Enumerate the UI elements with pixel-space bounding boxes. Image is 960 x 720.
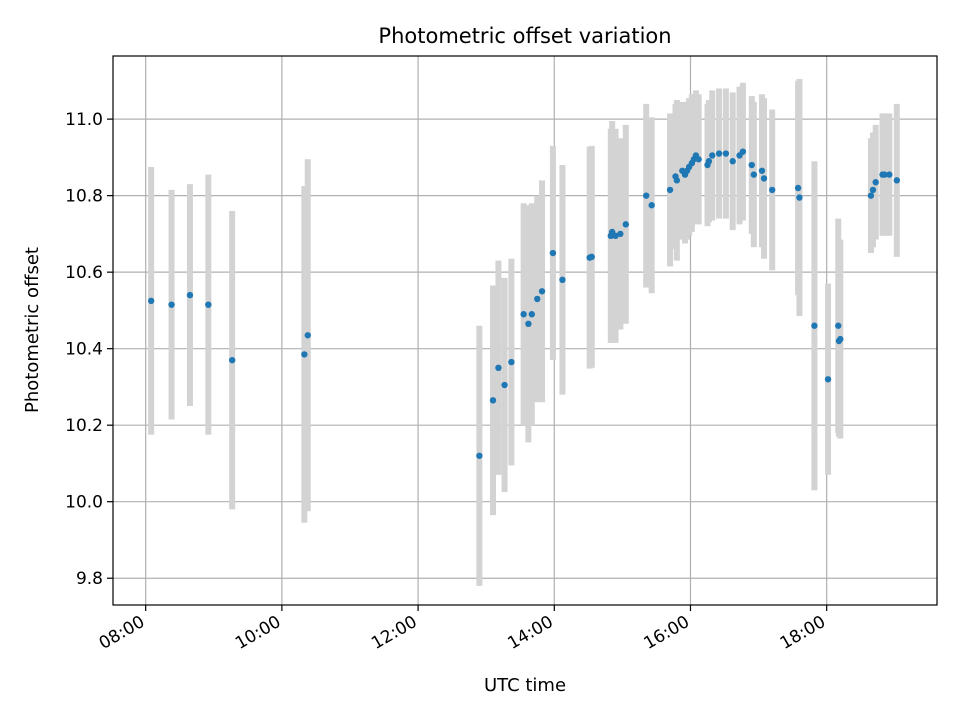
data-point <box>705 158 713 165</box>
data-point <box>228 356 236 364</box>
data-point <box>837 335 844 343</box>
data-point <box>538 288 546 295</box>
x-axis: 08:00 10:00 12:00 14:00 16:00 18:00 <box>96 605 829 654</box>
y-axis: 9.8 10.0 10.2 10.4 10.6 10.8 11.0 <box>65 110 113 589</box>
x-tick-label: 12:00 <box>368 612 420 654</box>
data-point <box>301 351 308 358</box>
data-point <box>796 194 803 201</box>
data-point <box>534 295 541 303</box>
data-point <box>643 192 650 199</box>
data-point <box>794 184 802 192</box>
y-tick-label: 10.2 <box>65 416 103 436</box>
x-tick-label: 16:00 <box>641 612 693 654</box>
data-point <box>549 249 557 257</box>
data-point <box>867 192 875 199</box>
data-point <box>835 322 842 329</box>
data-point <box>886 171 893 178</box>
data-point <box>588 253 595 261</box>
data-point <box>722 150 730 157</box>
y-tick-label: 10.6 <box>65 263 103 283</box>
data-point <box>709 152 716 159</box>
data-point <box>758 167 766 174</box>
data-point <box>648 202 655 209</box>
data-point <box>760 175 768 182</box>
data-point <box>748 161 755 169</box>
data-point <box>869 186 877 194</box>
data-point <box>525 320 532 328</box>
data-point <box>750 171 758 178</box>
y-tick-label: 9.8 <box>76 569 103 589</box>
x-tick-label: 08:00 <box>96 612 148 654</box>
data-point <box>528 311 536 318</box>
data-point <box>666 186 674 194</box>
data-point <box>769 186 776 194</box>
plot-frame <box>112 55 938 606</box>
y-axis-label: Photometric offset <box>22 247 43 413</box>
data-point <box>495 364 502 372</box>
data-point <box>673 177 681 184</box>
data-point <box>622 221 629 228</box>
y-tick-label: 10.8 <box>65 187 103 207</box>
y-tick-label: 11.0 <box>65 110 103 130</box>
data-point <box>617 230 624 238</box>
data-point <box>501 381 508 389</box>
data-point <box>205 301 212 308</box>
data-point <box>508 358 515 366</box>
data-point <box>739 148 747 155</box>
data-point <box>304 332 311 339</box>
data-points <box>147 148 901 459</box>
data-point <box>811 322 818 329</box>
x-tick-label: 10:00 <box>232 612 284 654</box>
data-point <box>893 177 901 184</box>
data-point <box>520 311 527 318</box>
data-point <box>476 452 483 459</box>
data-point <box>168 301 175 308</box>
data-point <box>489 397 497 404</box>
data-point <box>729 158 736 165</box>
data-point <box>872 179 879 186</box>
data-point <box>186 291 194 299</box>
x-axis-label: UTC time <box>484 675 566 696</box>
chart-title: Photometric offset variation <box>378 24 671 48</box>
y-tick-label: 10.0 <box>65 493 103 513</box>
data-point <box>559 276 566 284</box>
x-tick-label: 14:00 <box>504 612 556 654</box>
data-point <box>147 297 155 305</box>
y-tick-label: 10.4 <box>65 340 103 360</box>
error-bars <box>148 78 900 586</box>
data-point <box>715 150 723 157</box>
data-point <box>695 156 702 163</box>
data-point <box>824 376 832 383</box>
data-point <box>881 171 888 178</box>
x-tick-label: 18:00 <box>777 612 829 654</box>
